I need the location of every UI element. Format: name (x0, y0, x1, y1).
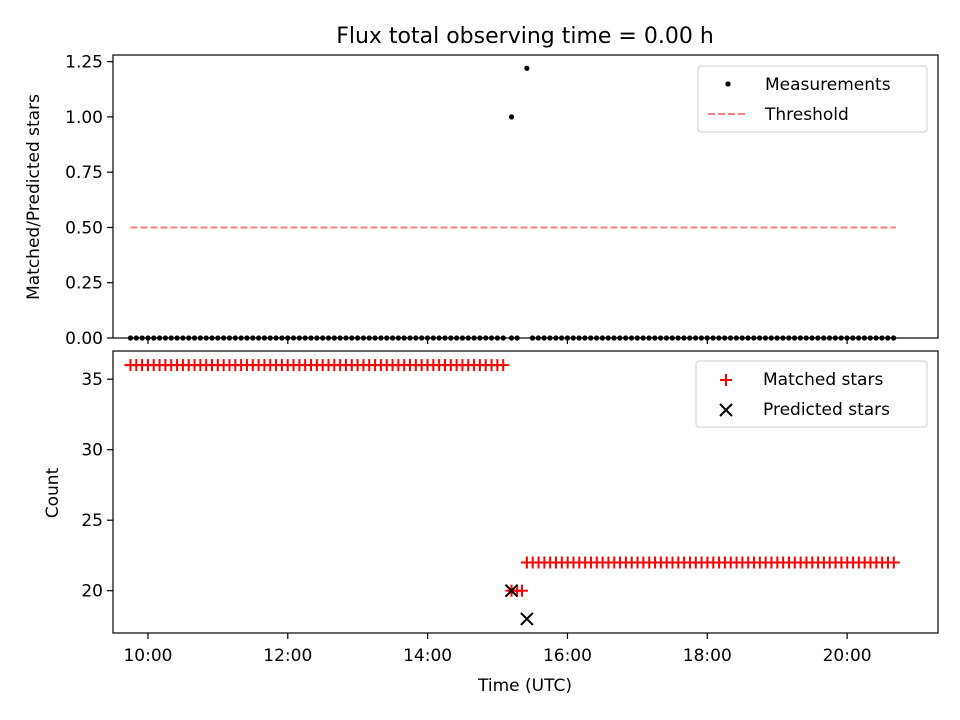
matched-star-point (887, 556, 900, 569)
x-axis-label: Time (UTC) (477, 676, 572, 696)
y-tick-label: 0.00 (65, 329, 103, 349)
bottom-y-axis-label: Count (43, 467, 63, 518)
predicted-stars-legend-marker (719, 403, 733, 417)
y-tick-label: 25 (81, 511, 103, 531)
matched-stars-legend-marker (720, 374, 732, 386)
bottom-legend: Matched stars Predicted stars (695, 360, 928, 428)
y-tick-label: 0.25 (65, 274, 103, 294)
threshold-legend-label: Threshold (764, 105, 849, 125)
measurements-legend-label: Measurements (765, 75, 891, 95)
measurements-legend-marker (725, 81, 731, 87)
y-tick-label: 20 (81, 582, 103, 602)
x-tick-label: 18:00 (683, 646, 732, 666)
axes-frame (112, 54, 939, 339)
predicted-star-point (520, 612, 534, 626)
top-legend-frame (697, 65, 928, 133)
x-tick-label: 14:00 (403, 646, 452, 666)
top-y-axis-label: Matched/Predicted stars (24, 94, 44, 300)
x-tick-label: 20:00 (823, 646, 872, 666)
predicted-stars-legend-label: Predicted stars (763, 400, 890, 420)
matched-stars-legend-label: Matched stars (763, 370, 883, 390)
x-tick-label: 12:00 (263, 646, 312, 666)
y-tick-label: 35 (81, 370, 103, 390)
matched-star-point (516, 584, 529, 597)
y-tick-label: 0.75 (65, 163, 103, 183)
y-tick-label: 30 (81, 441, 103, 461)
x-tick-label: 16:00 (543, 646, 592, 666)
axes-frame (112, 350, 939, 634)
measurement-point (524, 65, 530, 71)
top-legend: Measurements Threshold (697, 65, 928, 133)
chart-title: Flux total observing time = 0.00 h (336, 24, 714, 49)
y-tick-label: 0.50 (65, 218, 103, 238)
x-tick-label: 10:00 (123, 646, 172, 666)
measurement-point (508, 114, 515, 120)
y-tick-label: 1.00 (65, 108, 103, 128)
predicted-star-point (504, 583, 519, 598)
top-axes: 0.00 0.25 0.50 0.75 1.00 1.25 (65, 53, 939, 349)
y-tick-label: 1.25 (65, 53, 103, 73)
matched-star-point (497, 359, 510, 372)
bottom-axes: 20 25 30 35 10:00 12:00 14:00 16:00 18:00 20:00 (81, 350, 939, 666)
bottom-legend-frame (695, 360, 928, 428)
